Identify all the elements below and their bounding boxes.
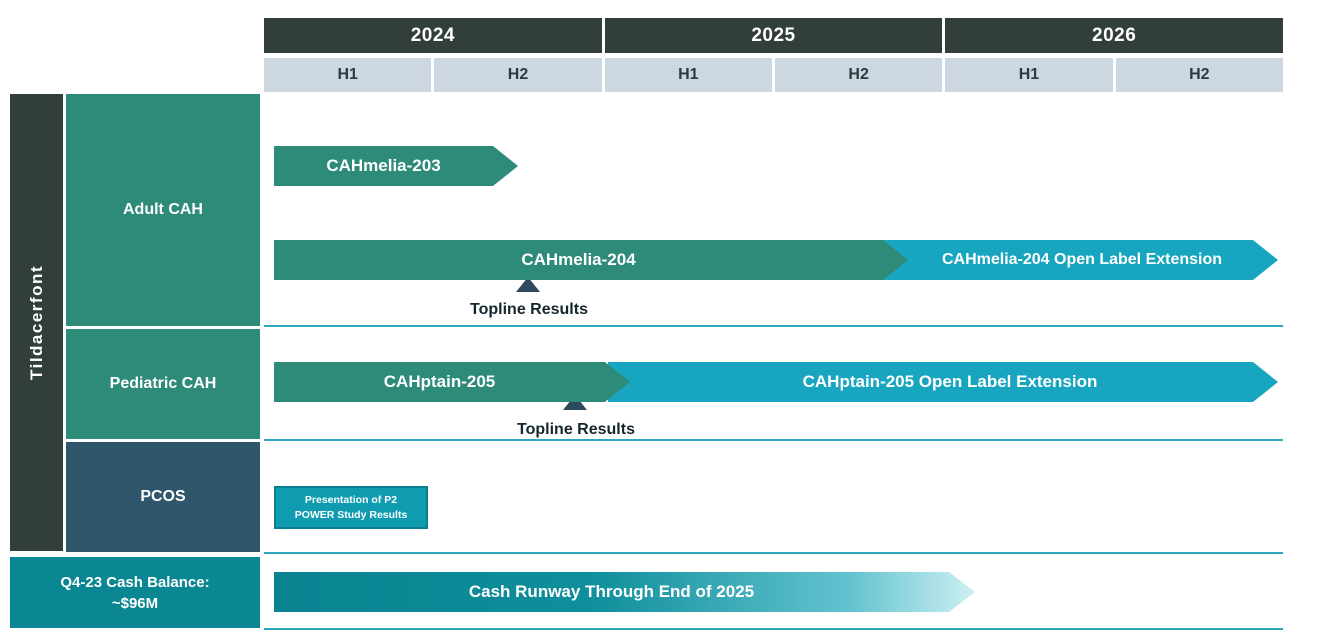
pcos-study-box: Presentation of P2 POWER Study Results [274, 486, 428, 529]
year-header-2025: 2025 [604, 18, 943, 53]
cash-balance-line2: ~$96M [111, 594, 159, 612]
row-label-adult-cah: Adult CAH [66, 94, 260, 326]
half-year-header-row: H1 H2 H1 H2 H1 H2 [264, 58, 1283, 92]
row-separator-line [264, 325, 1283, 327]
half-header-2024-h2: H2 [434, 58, 602, 92]
bar-cahmelia-204: CAHmelia-204 [274, 240, 908, 280]
half-header-2025-h2: H2 [774, 58, 943, 92]
half-header-2025-h1: H1 [604, 58, 772, 92]
program-vertical-label: Tildacerfont [26, 265, 46, 380]
topline-results-label-adult: Topline Results [470, 301, 588, 318]
row-separator-line [264, 628, 1283, 630]
pcos-study-box-line2: POWER Study Results [294, 508, 408, 521]
row-separator-line [264, 552, 1283, 554]
topline-results-label-pediatric: Topline Results [517, 421, 635, 438]
cash-runway-bar: Cash Runway Through End of 2025 [274, 572, 975, 612]
year-header-2026: 2026 [945, 18, 1284, 53]
milestone-triangle-icon [516, 277, 540, 292]
program-vertical-bar: Tildacerfont [10, 94, 63, 551]
year-header-2024: 2024 [264, 18, 602, 53]
bar-cahmelia-204-open-label-extension: CAHmelia-204 Open Label Extension [880, 240, 1278, 280]
row-separator-line [264, 439, 1283, 441]
cash-balance-box: Q4-23 Cash Balance: ~$96M [10, 557, 260, 628]
bar-cahptain-205: CAHptain-205 [274, 362, 630, 402]
half-header-2024-h1: H1 [264, 58, 432, 92]
cash-balance-line1: Q4-23 Cash Balance: [60, 573, 210, 591]
half-header-2026-h1: H1 [945, 58, 1113, 92]
bar-cahmelia-203: CAHmelia-203 [274, 146, 518, 186]
bar-cahptain-205-open-label-extension: CAHptain-205 Open Label Extension [608, 362, 1278, 402]
half-header-2026-h2: H2 [1115, 58, 1283, 92]
pcos-study-box-line1: Presentation of P2 [304, 494, 398, 507]
row-label-pcos: PCOS [66, 442, 260, 552]
year-header-row: 2024 2025 2026 [264, 18, 1284, 53]
row-label-pediatric-cah: Pediatric CAH [66, 329, 260, 439]
